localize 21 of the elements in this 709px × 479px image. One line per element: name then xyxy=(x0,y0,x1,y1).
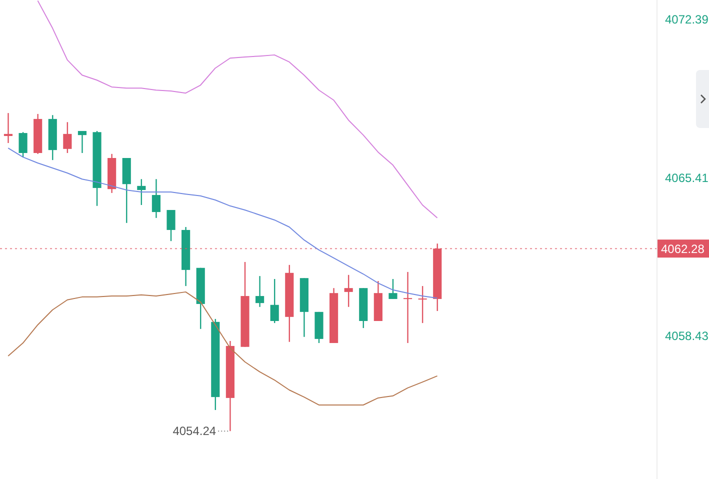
ref-line-label: 4062.28 xyxy=(661,242,705,256)
candlestick xyxy=(18,132,28,158)
candlestick xyxy=(137,178,146,206)
line-series xyxy=(37,0,438,218)
candlestick xyxy=(344,274,353,308)
candlestick xyxy=(403,271,412,344)
line-series xyxy=(8,291,438,406)
candlestick xyxy=(270,278,279,324)
candlestick xyxy=(152,178,161,219)
candlestick xyxy=(4,112,13,144)
candlestick xyxy=(388,278,398,300)
candlestick xyxy=(418,285,427,324)
y-tick-label: 4072.39 xyxy=(665,12,709,26)
candlestick xyxy=(166,209,176,242)
y-tick-label: 4058.43 xyxy=(665,329,709,344)
line-series xyxy=(8,148,438,299)
annotation: 4054.24 xyxy=(172,424,216,438)
y-tick-label: 4065.41 xyxy=(665,170,709,185)
candlestick xyxy=(78,130,87,154)
candlestick xyxy=(256,275,264,308)
candlestick xyxy=(63,122,72,154)
